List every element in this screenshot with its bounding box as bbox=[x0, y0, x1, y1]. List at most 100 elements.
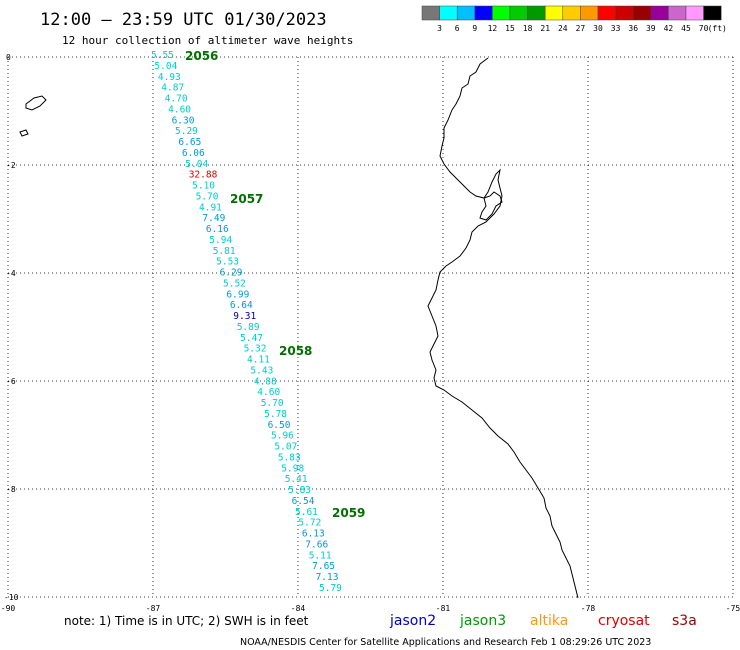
swh-observation: 6.30 bbox=[172, 115, 195, 126]
swh-observation: 5.96 bbox=[271, 431, 294, 442]
longitude-tick-label: -84 bbox=[291, 604, 306, 613]
swh-observation: 7.65 bbox=[312, 561, 335, 572]
swh-observation: 5.43 bbox=[250, 365, 273, 376]
swh-observation: 4.11 bbox=[247, 355, 270, 366]
swh-observation: 5.83 bbox=[278, 452, 301, 463]
scale-label: 39 bbox=[646, 24, 656, 33]
figure-title: 12:00 — 23:59 UTC 01/30/2023 bbox=[40, 10, 327, 30]
scale-label: 18 bbox=[523, 24, 533, 33]
scale-label: (ft) bbox=[708, 24, 727, 33]
swh-observation: 5.04 bbox=[154, 61, 177, 72]
swh-observation: 7.49 bbox=[202, 213, 225, 224]
satellite-legend-jason3: jason3 bbox=[459, 613, 506, 629]
scale-swatch bbox=[456, 5, 476, 21]
swh-observation: 5.83 bbox=[288, 485, 311, 496]
latitude-tick-label: 0 bbox=[6, 53, 11, 62]
scale-swatch bbox=[597, 5, 616, 21]
swh-observation: 5.52 bbox=[223, 278, 246, 289]
scale-swatch bbox=[439, 5, 458, 21]
scale-swatch bbox=[632, 5, 652, 21]
scale-label: 6 bbox=[455, 24, 460, 33]
latitude-tick-label: -4 bbox=[6, 269, 16, 278]
scale-label: 30 bbox=[593, 24, 603, 33]
scale-swatch bbox=[685, 5, 704, 21]
south-america-coastline bbox=[427, 57, 579, 599]
scale-label: 24 bbox=[558, 24, 568, 33]
swh-observation: 5.61 bbox=[295, 507, 318, 518]
swh-observation: 5.11 bbox=[309, 550, 332, 561]
swh-observation: 5.72 bbox=[298, 518, 321, 529]
swh-observation: 5.47 bbox=[240, 333, 263, 344]
swh-observation: 4.93 bbox=[158, 72, 181, 83]
scale-swatch bbox=[509, 5, 528, 21]
satellite-legend-cryosat: cryosat bbox=[598, 613, 650, 629]
pass-label-2057: 2057 bbox=[230, 192, 263, 206]
scale-swatch bbox=[580, 5, 599, 21]
scale-swatch bbox=[492, 5, 511, 21]
axis-tick-labels: -90 -87 -84 -81 -78 -75 0 -2 -4 -6 -8 -10 bbox=[1, 53, 740, 613]
coastline bbox=[19, 57, 579, 599]
scale-label: 45 bbox=[681, 24, 691, 33]
swh-observation: 4.91 bbox=[199, 202, 222, 213]
swh-observation: 5.29 bbox=[175, 126, 198, 137]
scale-label: 70 bbox=[699, 24, 709, 33]
swh-observation: 6.99 bbox=[226, 289, 249, 300]
swh-observation: 4.70 bbox=[165, 94, 188, 105]
swh-observation: 5.04 bbox=[185, 159, 208, 170]
satellite-legend-jason2: jason2 bbox=[389, 613, 436, 629]
swh-observation: 6.13 bbox=[302, 529, 325, 540]
latitude-tick-label: -10 bbox=[4, 593, 19, 602]
swh-observation: 4.87 bbox=[161, 83, 184, 94]
swh-observation: 5.53 bbox=[216, 257, 239, 268]
latitude-tick-label: -8 bbox=[6, 485, 16, 494]
latitude-tick-label: -6 bbox=[6, 377, 16, 386]
longitude-tick-label: -78 bbox=[581, 604, 596, 613]
swh-observation: 7.66 bbox=[305, 539, 328, 550]
swh-observation: 4.60 bbox=[257, 387, 280, 398]
longitude-tick-label: -87 bbox=[146, 604, 161, 613]
swh-observation: 5.81 bbox=[213, 246, 236, 257]
scale-swatch bbox=[650, 5, 669, 21]
lat-lon-grid bbox=[7, 56, 734, 598]
swh-observation: 5.07 bbox=[274, 442, 297, 453]
swh-observation: 6.16 bbox=[206, 224, 229, 235]
scale-swatch bbox=[474, 5, 493, 21]
scale-label: 15 bbox=[505, 24, 515, 33]
altimeter-observations: 5.555.044.934.874.704.606.305.296.656.06… bbox=[151, 50, 342, 594]
swh-observation: 9.31 bbox=[233, 311, 256, 322]
satellite-legend-altika: altika bbox=[530, 613, 568, 629]
longitude-tick-label: -90 bbox=[1, 604, 16, 613]
scale-swatch bbox=[527, 5, 546, 21]
swh-observation: 5.41 bbox=[285, 474, 308, 485]
latitude-tick-label: -2 bbox=[6, 161, 16, 170]
scale-label: 3 bbox=[437, 24, 442, 33]
scale-label: 12 bbox=[488, 24, 498, 33]
satellite-legend-s3a: s3a bbox=[672, 613, 697, 629]
scale-label: 21 bbox=[540, 24, 550, 33]
swh-observation: 6.65 bbox=[178, 137, 201, 148]
scale-label: 9 bbox=[472, 24, 477, 33]
swh-observation: 4.60 bbox=[168, 104, 191, 115]
figure-subtitle: 12 hour collection of altimeter wave hei… bbox=[62, 34, 353, 47]
scale-label: 27 bbox=[576, 24, 586, 33]
longitude-tick-label: -75 bbox=[726, 604, 740, 613]
scale-label: 33 bbox=[611, 24, 621, 33]
swh-observation: 5.55 bbox=[151, 50, 174, 61]
wave-height-color-scale: 3 6 9 12 15 18 21 24 27 30 33 36 39 42 45 70 (ft) bbox=[421, 5, 727, 33]
scale-label: 42 bbox=[664, 24, 674, 33]
footer-note: note: 1) Time is in UTC; 2) SWH is in fe… bbox=[64, 614, 309, 628]
longitude-tick-label: -81 bbox=[436, 604, 451, 613]
swh-observation: 5.89 bbox=[237, 322, 260, 333]
swh-observation: 5.70 bbox=[196, 191, 219, 202]
swh-observation: 5.79 bbox=[319, 583, 342, 594]
footer-credit: NOAA/NESDIS Center for Satellite Applica… bbox=[240, 637, 651, 648]
swh-observation: 5.70 bbox=[261, 398, 284, 409]
gulf-estuary-outline bbox=[479, 191, 503, 221]
pass-label-2059: 2059 bbox=[332, 506, 365, 520]
scale-swatch bbox=[562, 5, 581, 21]
scale-label: 36 bbox=[628, 24, 638, 33]
pass-label-2058: 2058 bbox=[279, 344, 312, 358]
pass-label-2056: 2056 bbox=[185, 49, 218, 63]
